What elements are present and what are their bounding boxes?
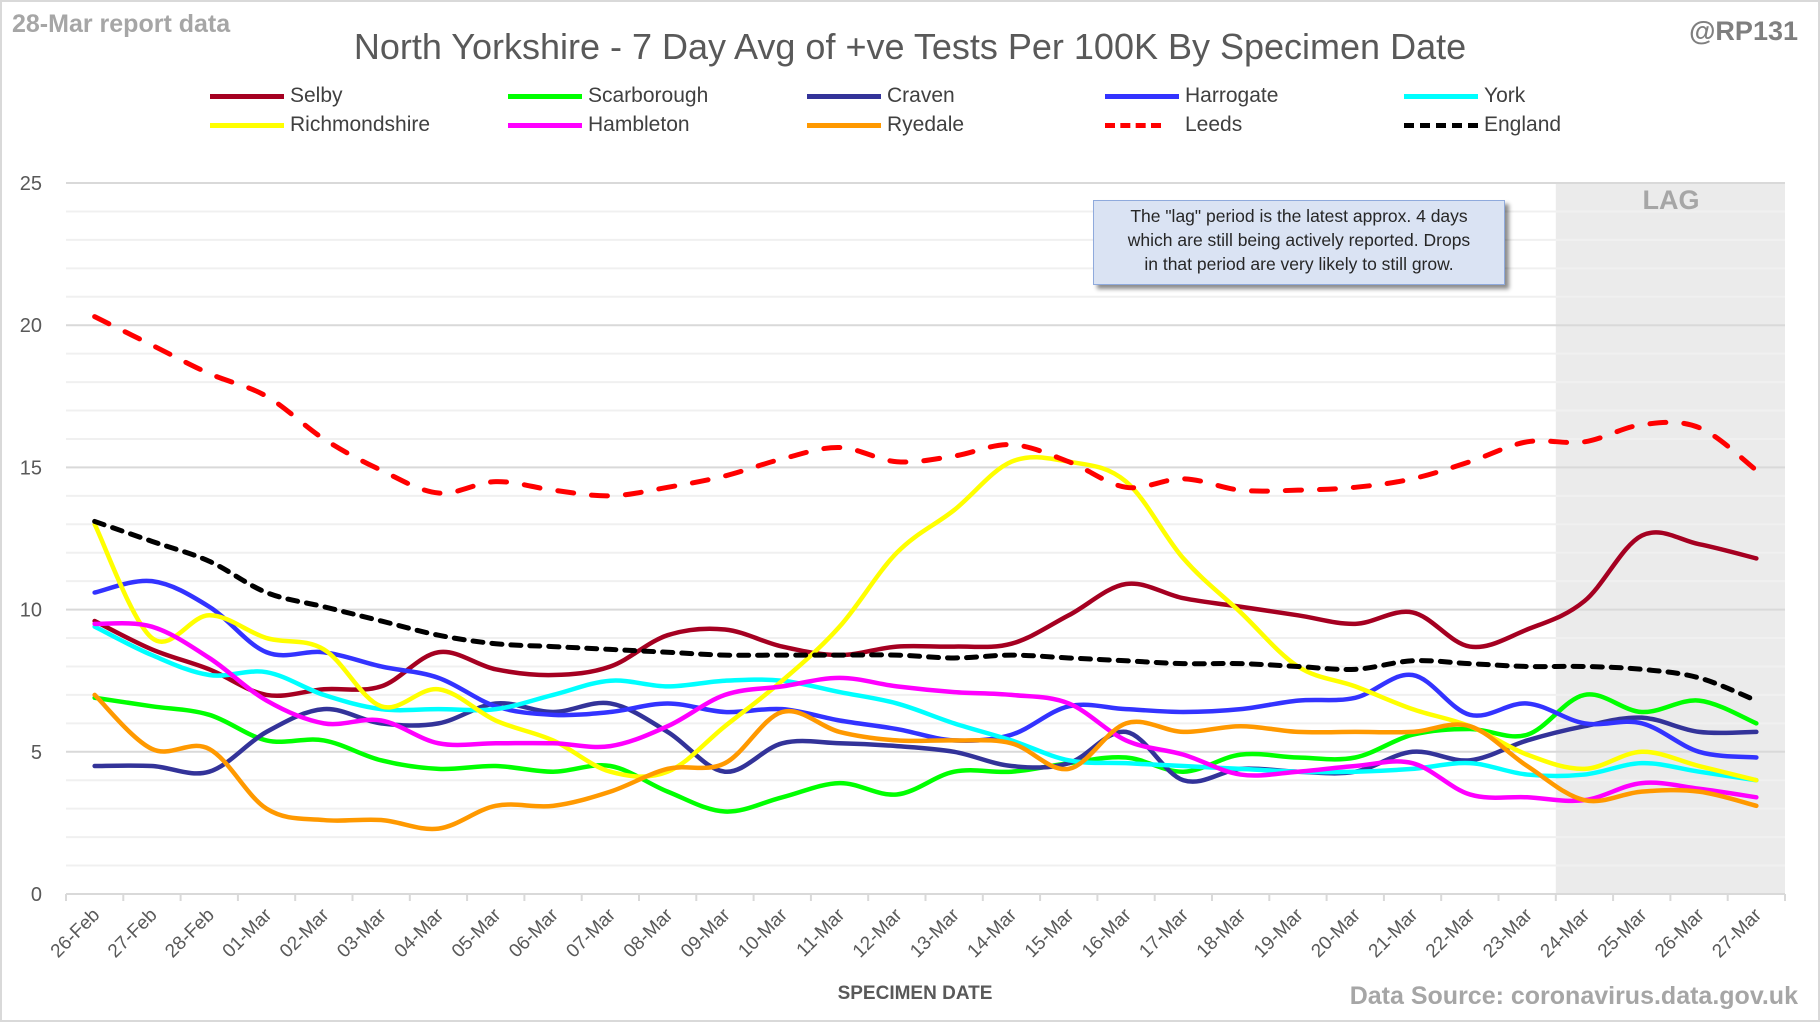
legend-label: Hambleton [588,113,690,136]
series-line-craven [92,700,1759,784]
series-line-richmondshire [92,454,1759,783]
x-tick-label: 15-Mar [1021,904,1079,962]
x-axis-label: SPECIMEN DATE [837,983,993,1004]
lag-note-line: which are still being actively reported.… [1127,230,1471,250]
legend-item-hambleton: Hambleton [508,110,690,140]
legend-label: Leeds [1185,113,1243,136]
x-tick-label: 17-Mar [1135,904,1193,962]
lag-label: LAG [1642,185,1700,215]
legend-swatch-icon [210,122,284,128]
lag-note-line: The "lag" period is the latest approx. 4… [1130,206,1468,226]
legend-label: Craven [887,84,955,107]
series-line-leeds [92,314,1759,499]
legend-label: Scarborough [588,84,709,107]
legend-item-england: England [1404,110,1561,140]
x-tick-label: 06-Mar [505,904,563,962]
x-tick-label: 10-Mar [734,904,792,962]
x-tick-label: 07-Mar [562,904,620,962]
x-tick-label: 28-Feb [161,905,218,962]
lag-shading [1555,183,1785,894]
y-tick-label: 15 [20,457,42,479]
legend-swatch-icon [1404,93,1478,99]
x-tick-label: 23-Mar [1479,904,1537,962]
legend-swatch-icon [210,93,284,99]
series-line-hambleton [92,620,1759,804]
x-tick-label: 22-Mar [1422,904,1480,962]
legend-swatch-icon [807,93,881,99]
x-tick-label: 16-Mar [1078,904,1136,962]
legend-label: Ryedale [887,113,965,136]
x-tick-label: 04-Mar [391,904,449,962]
legend-item-leeds: Leeds [1105,110,1242,140]
x-tick-label: 12-Mar [849,904,907,962]
series-line-harrogate [92,578,1759,760]
lag-note-box: The "lag" period is the latest approx. 4… [1093,200,1505,285]
legend-label: England [1484,113,1562,136]
x-tick-label: 27-Mar [1708,904,1766,962]
x-tick-label: 11-Mar [793,904,850,961]
legend-label: Richmondshire [290,113,431,136]
legend-swatch-icon [807,122,881,128]
x-tick-label: 19-Mar [1250,904,1308,962]
x-tick-label: 24-Mar [1537,904,1595,962]
x-tick-label: 05-Mar [448,904,506,962]
legend-swatch-icon [508,122,582,128]
legend-item-selby: Selby [210,81,343,111]
series-line-york [92,624,1759,783]
legend-label: York [1484,84,1526,107]
x-tick-label: 03-Mar [333,904,391,962]
legend-item-craven: Craven [807,81,955,111]
x-tick-label: 26-Mar [1651,904,1709,962]
legend-item-york: York [1404,81,1525,111]
x-tick-label: 02-Mar [276,904,334,962]
x-tick-label: 26-Feb [47,905,104,962]
legend-item-harrogate: Harrogate [1105,81,1278,111]
x-tick-label: 27-Feb [104,905,161,962]
x-tick-label: 13-Mar [906,904,964,962]
series-line-england [92,518,1759,704]
author-handle: @RP131 [1689,16,1798,46]
y-tick-label: 5 [31,742,42,764]
x-tick-label: 25-Mar [1594,904,1652,962]
legend-label: Harrogate [1185,84,1279,107]
x-tick-label: 20-Mar [1307,904,1365,962]
series-line-ryedale [92,692,1759,832]
legend-item-scarborough: Scarborough [508,81,708,111]
x-tick-label: 08-Mar [620,904,678,962]
legend-item-ryedale: Ryedale [807,110,964,140]
series-line-selby [92,530,1759,698]
legend-swatch-icon [1404,122,1478,128]
y-tick-label: 10 [20,600,42,622]
x-tick-label: 01-Mar [219,904,277,962]
x-tick-label: 09-Mar [677,904,735,962]
legend-item-richmondshire: Richmondshire [210,110,430,140]
y-tick-label: 25 [20,173,42,195]
x-tick-label: 21-Mar [1365,904,1423,962]
legend-swatch-icon [1105,93,1179,99]
y-tick-label: 20 [20,315,42,337]
x-tick-label: 18-Mar [1193,904,1251,962]
legend-label: Selby [290,84,343,107]
lag-note-line: in that period are very likely to still … [1144,254,1454,274]
report-date-label: 28-Mar report data [12,10,231,38]
chart-title: North Yorkshire - 7 Day Avg of +ve Tests… [353,26,1467,67]
x-tick-label: 14-Mar [964,904,1022,962]
data-source: Data Source: coronavirus.data.gov.uk [1349,982,1798,1010]
legend-swatch-icon [508,93,582,99]
legend-swatch-icon [1105,122,1161,128]
y-tick-label: 0 [31,884,42,906]
